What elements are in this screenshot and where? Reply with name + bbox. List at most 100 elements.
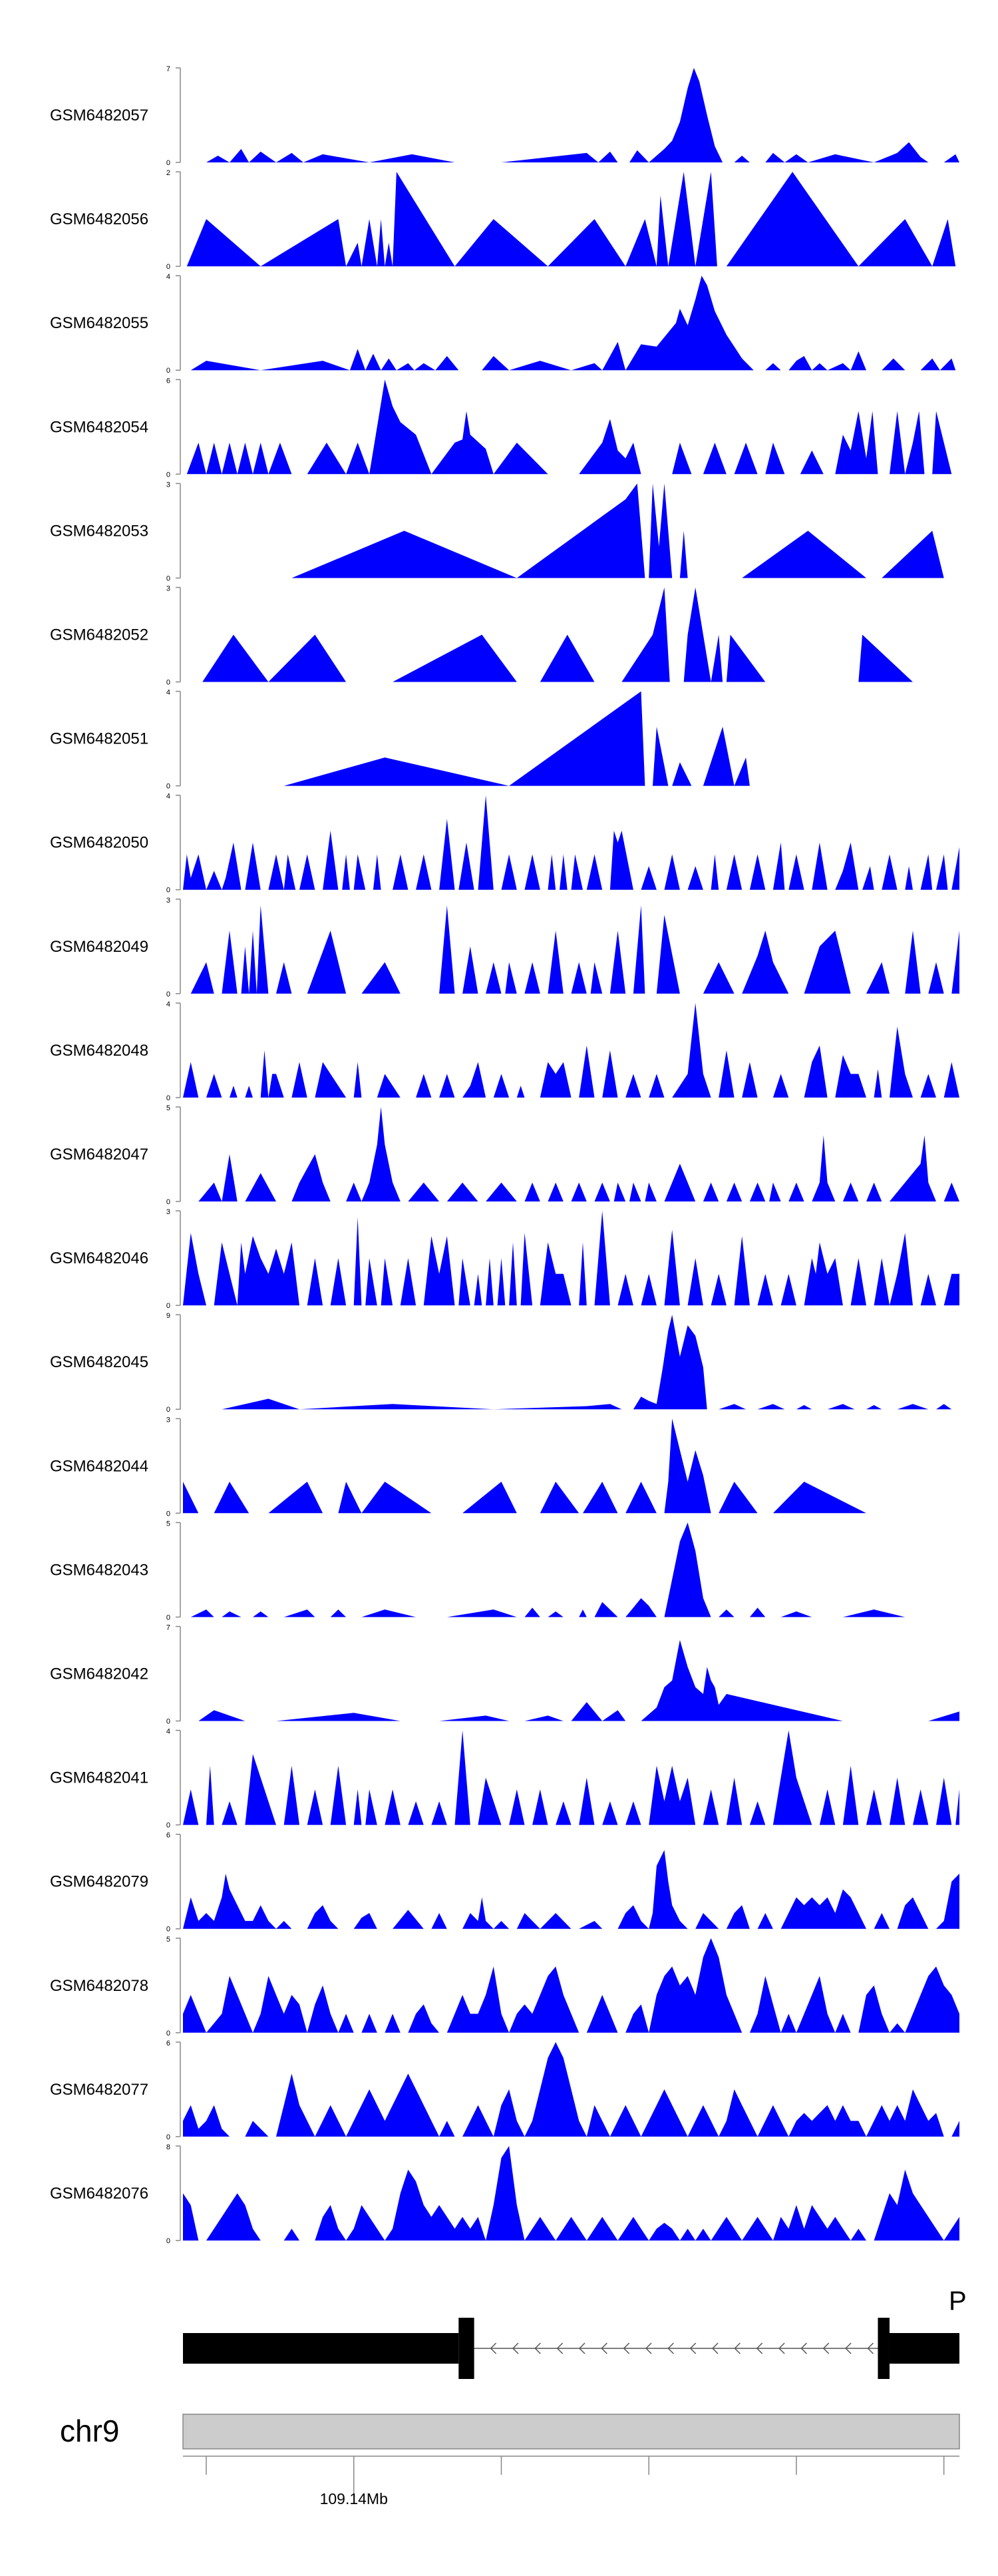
axis-tick-label: 109.14Mb — [320, 2490, 388, 2507]
y-tick-label-min: 0 — [166, 471, 170, 479]
strand-arrow — [845, 2342, 852, 2354]
y-tick-label-min: 0 — [166, 1302, 170, 1310]
y-tick-label-max: 4 — [166, 1000, 170, 1008]
strand-arrow — [778, 2342, 785, 2354]
track-label: GSM6482051 — [50, 730, 148, 748]
track-GSM6482052: GSM6482052 3 0 — [50, 585, 914, 687]
coverage-area — [198, 1639, 959, 1721]
y-tick-label-max: 5 — [166, 1104, 170, 1112]
y-tick-label-max: 9 — [166, 1312, 170, 1320]
exon-block — [878, 2318, 890, 2379]
track-label: GSM6482045 — [50, 1353, 148, 1371]
coverage-area — [183, 795, 959, 890]
coverage-area — [186, 379, 952, 475]
exon-block — [183, 2333, 459, 2364]
strand-arrow — [867, 2342, 874, 2354]
y-tick-label-min: 0 — [166, 1718, 170, 1726]
genome-axis: 109.14Mb — [183, 2456, 959, 2507]
y-tick-label-max: 4 — [166, 1728, 170, 1736]
track-GSM6482078: GSM6482078 5 0 — [50, 1936, 959, 2038]
track-label: GSM6482041 — [50, 1769, 148, 1787]
strand-arrow — [512, 2342, 519, 2354]
coverage-area — [198, 1107, 959, 1201]
track-GSM6482043: GSM6482043 5 0 — [50, 1520, 937, 1621]
coverage-area — [190, 1522, 937, 1617]
y-tick-label-max: 5 — [166, 1520, 170, 1528]
track-label: GSM6482042 — [50, 1665, 148, 1683]
chromosome-ideogram: chr9 — [60, 2414, 960, 2450]
y-tick-label-max: 7 — [166, 1624, 170, 1632]
strand-arrow — [601, 2342, 607, 2354]
y-tick-label-max: 6 — [166, 1832, 170, 1840]
coverage-area — [190, 905, 960, 994]
y-tick-label-min: 0 — [166, 1926, 170, 1934]
y-tick-label-min: 0 — [166, 2237, 170, 2245]
track-label: GSM6482077 — [50, 2081, 148, 2099]
coverage-area — [206, 68, 959, 162]
track-GSM6482055: GSM6482055 4 0 — [50, 273, 956, 375]
coverage-area — [222, 1315, 952, 1410]
strand-arrow — [711, 2342, 719, 2354]
track-label: GSM6482053 — [50, 522, 148, 540]
y-tick-label-min: 0 — [166, 1822, 170, 1830]
y-tick-label-max: 8 — [166, 2143, 170, 2151]
track-GSM6482050: GSM6482050 4 0 — [50, 793, 959, 895]
strand-arrow — [756, 2342, 763, 2354]
y-tick-label-max: 3 — [166, 1416, 170, 1424]
coverage-area — [190, 276, 956, 371]
coverage-area — [183, 1730, 959, 1825]
coverage-area — [186, 172, 956, 267]
y-tick-label-max: 3 — [166, 897, 170, 905]
track-label: GSM6482048 — [50, 1042, 148, 1060]
y-tick-label-min: 0 — [166, 990, 170, 998]
track-label: GSM6482055 — [50, 314, 148, 332]
gene-model-track: P — [183, 2286, 967, 2379]
y-tick-label-min: 0 — [166, 887, 170, 895]
y-tick-label-max: 2 — [166, 169, 170, 177]
y-tick-label-min: 0 — [166, 1510, 170, 1518]
coverage-area — [183, 1211, 959, 1306]
strand-arrow — [734, 2342, 741, 2354]
track-label: GSM6482044 — [50, 1457, 148, 1475]
track-GSM6482045: GSM6482045 9 0 — [50, 1312, 952, 1414]
track-GSM6482047: GSM6482047 5 0 — [50, 1104, 959, 1206]
track-label: GSM6482078 — [50, 1977, 148, 1995]
gene-label: P — [949, 2286, 967, 2316]
y-tick-label-min: 0 — [166, 783, 170, 791]
y-tick-label-min: 0 — [166, 263, 170, 271]
track-GSM6482051: GSM6482051 4 0 — [50, 689, 859, 791]
track-label: GSM6482076 — [50, 2185, 148, 2203]
strand-arrow — [623, 2342, 630, 2354]
track-label: GSM6482052 — [50, 626, 148, 644]
chromosome-label: chr9 — [60, 2414, 119, 2448]
y-tick-label-min: 0 — [166, 1406, 170, 1414]
track-GSM6482076: GSM6482076 8 0 — [50, 2143, 959, 2245]
data-tracks: GSM648205770GSM648205620GSM648205540GSM6… — [50, 65, 960, 2245]
track-label: GSM6482046 — [50, 1249, 148, 1267]
y-tick-label-max: 7 — [166, 65, 170, 73]
chromosome-band — [182, 2414, 960, 2450]
track-label: GSM6482047 — [50, 1146, 148, 1164]
coverage-area — [183, 2146, 959, 2241]
y-tick-label-min: 0 — [166, 679, 170, 687]
strand-arrow — [822, 2342, 830, 2354]
coverage-area — [183, 1850, 959, 1929]
strand-arrow — [689, 2342, 697, 2354]
coverage-area — [183, 1002, 959, 1098]
track-GSM6482077: GSM6482077 6 0 — [50, 2039, 959, 2141]
y-tick-label-min: 0 — [166, 2030, 170, 2038]
coverage-area — [283, 691, 859, 786]
track-GSM6482057: GSM6482057 7 0 — [50, 65, 959, 167]
strand-arrow — [667, 2342, 674, 2354]
coverage-area — [183, 2041, 959, 2137]
y-tick-label-min: 0 — [166, 1613, 170, 1621]
coverage-area — [183, 1418, 866, 1514]
coverage-area — [202, 587, 914, 682]
y-tick-label-max: 4 — [166, 793, 170, 801]
y-tick-label-min: 0 — [166, 574, 170, 582]
strand-arrow — [645, 2342, 652, 2354]
track-label: GSM6482049 — [50, 938, 148, 956]
y-tick-label-max: 4 — [166, 273, 170, 281]
coverage-area — [183, 1938, 959, 2033]
